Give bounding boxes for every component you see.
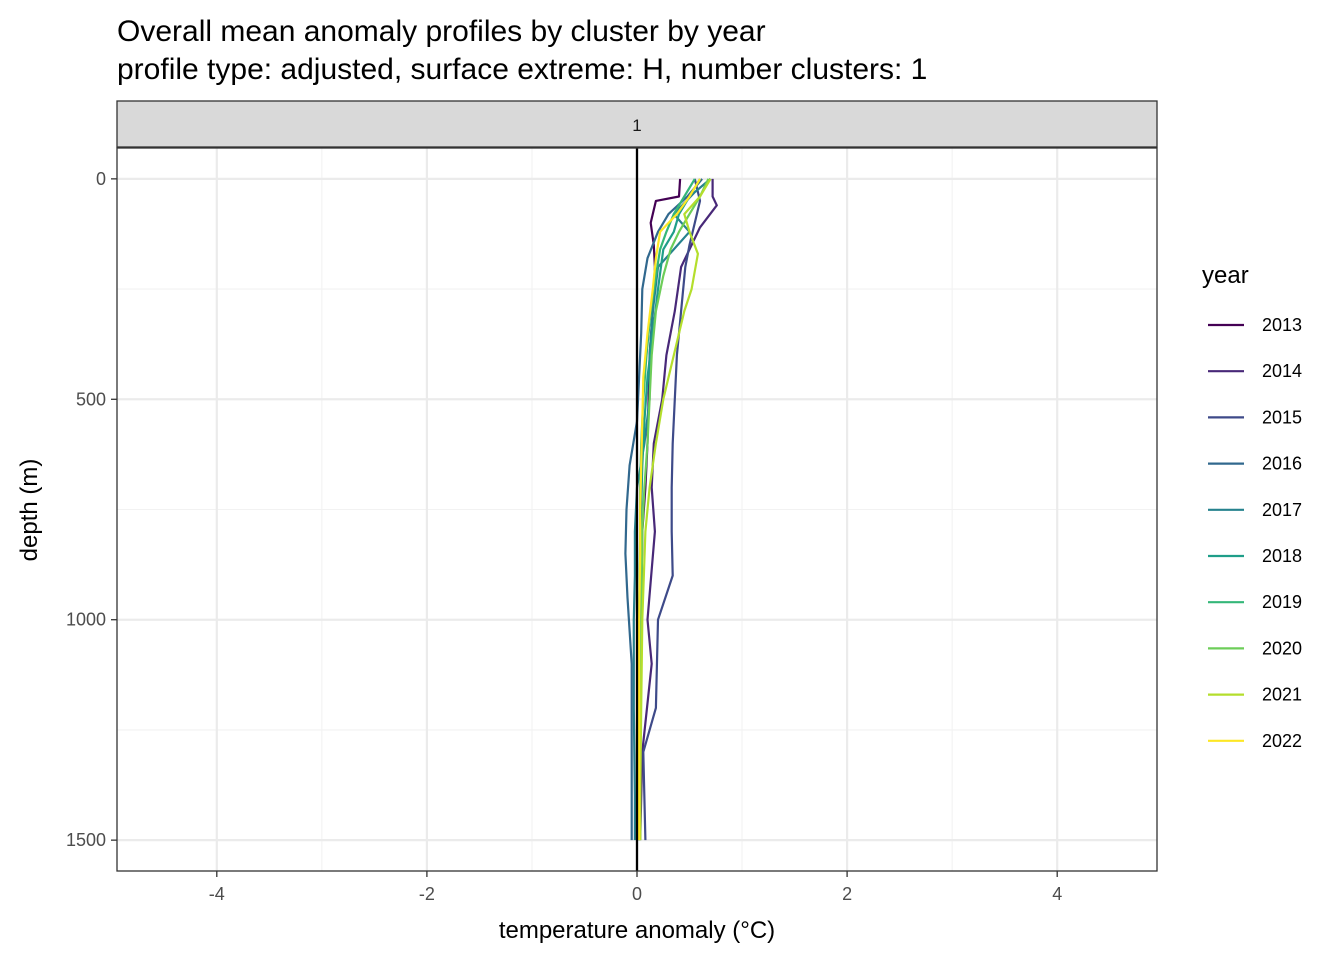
- series-line-2022: [637, 178, 701, 841]
- legend-label-2020: 2020: [1262, 638, 1302, 658]
- legend-label-2018: 2018: [1262, 546, 1302, 566]
- legend-label-2021: 2021: [1262, 685, 1302, 705]
- y-tick-label: 1500: [66, 830, 106, 850]
- y-axis-label: depth (m): [16, 459, 43, 562]
- x-tick-label: 2: [842, 884, 852, 904]
- legend-label-2013: 2013: [1262, 315, 1302, 335]
- legend-title: year: [1202, 262, 1249, 289]
- legend-label-2019: 2019: [1262, 592, 1302, 612]
- series-line-2015: [642, 178, 702, 841]
- facet-label: 1: [632, 116, 641, 135]
- x-tick-label: 0: [632, 884, 642, 904]
- x-axis: -4 -2 0 2 4: [209, 871, 1062, 904]
- y-tick-label: 500: [76, 389, 106, 409]
- legend: year 2013 2014 2015 2016 2017 2018 2019 2020 202…: [1202, 262, 1302, 751]
- chart-title: Overall mean anomaly profiles by cluster…: [117, 15, 766, 48]
- y-tick-label: 1000: [66, 610, 106, 630]
- legend-label-2015: 2015: [1262, 407, 1302, 427]
- legend-label-2016: 2016: [1262, 454, 1302, 474]
- chart-subtitle: profile type: adjusted, surface extreme:…: [117, 53, 927, 86]
- legend-label-2017: 2017: [1262, 500, 1302, 520]
- legend-label-2014: 2014: [1262, 361, 1302, 381]
- series-lines: [624, 178, 718, 841]
- x-tick-label: 4: [1052, 884, 1062, 904]
- y-axis: 0 500 1000 1500: [66, 169, 117, 850]
- x-axis-label: temperature anomaly (°C): [499, 917, 775, 944]
- facet-strip: [116, 100, 1158, 148]
- x-tick-label: -2: [419, 884, 435, 904]
- x-tick-label: -4: [209, 884, 225, 904]
- series-line-2014: [639, 178, 718, 841]
- legend-label-2022: 2022: [1262, 731, 1302, 751]
- y-tick-label: 0: [96, 169, 106, 189]
- series-line-2021: [639, 178, 712, 841]
- series-line-2017: [632, 178, 712, 841]
